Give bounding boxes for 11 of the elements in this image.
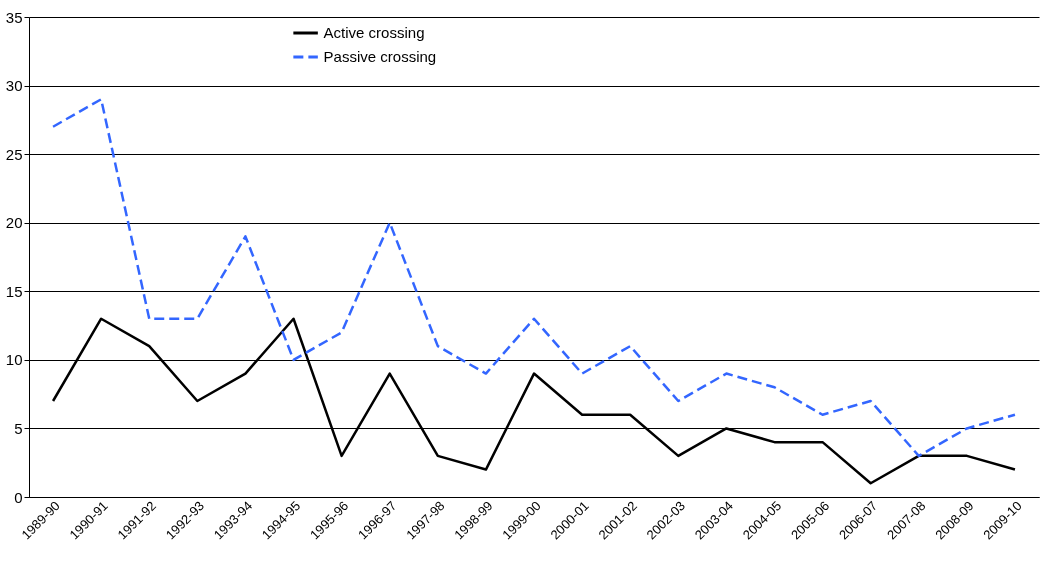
y-tick-label: 25 — [5, 145, 23, 163]
y-tick-label: 5 — [14, 419, 23, 437]
y-tick-label: 35 — [5, 8, 23, 26]
y-tick-label: 10 — [5, 351, 23, 369]
line-series — [51, 98, 1017, 458]
legend-label: Passive crossing — [323, 48, 437, 65]
y-tick-label: 0 — [14, 488, 23, 506]
y-tick-label: 15 — [5, 282, 23, 300]
y-tick-label: 30 — [5, 77, 23, 95]
y-tick-label: 20 — [5, 214, 23, 232]
legend-label: Active crossing — [323, 24, 425, 41]
